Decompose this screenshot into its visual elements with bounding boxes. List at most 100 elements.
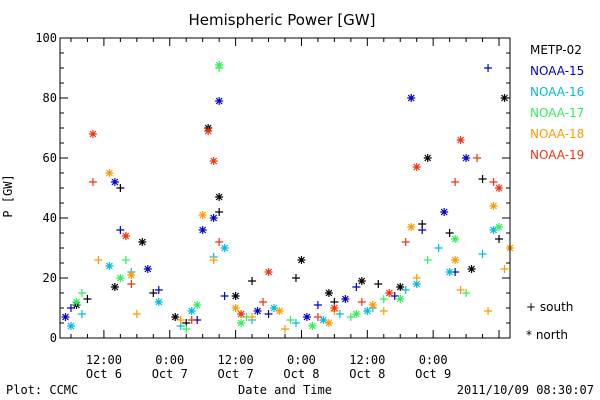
noaa-18-north-point <box>368 301 377 309</box>
x-tick-date-label: Oct 8 <box>349 367 385 381</box>
noaa-16-south-point <box>434 244 443 252</box>
x-tick-date-label: Oct 6 <box>86 367 122 381</box>
x-tick-date-label: Oct 7 <box>218 367 254 381</box>
noaa-15-north-point <box>215 97 224 105</box>
metp-02-north-point <box>396 283 405 291</box>
noaa-16-north-point <box>319 316 328 324</box>
noaa-15-south-point <box>116 226 125 234</box>
noaa-19-north-point <box>456 136 465 144</box>
y-axis: 0 20 40 60 80 100 <box>35 31 510 345</box>
noaa-16-north-point <box>412 280 421 288</box>
noaa-17-north-point <box>215 61 224 69</box>
noaa-19-south-point <box>357 298 366 306</box>
noaa-19-north-point <box>264 268 273 276</box>
metp-02-south-point <box>495 235 504 243</box>
noaa-15-south-point <box>352 283 361 291</box>
noaa-15-south-point <box>418 226 427 234</box>
metp-02-south-point <box>478 175 487 183</box>
noaa-18-south-point <box>484 307 493 315</box>
noaa-16-south-point <box>291 319 300 327</box>
chart-title: Hemispheric Power [GW] <box>189 11 376 29</box>
noaa-17-north-point <box>237 319 246 327</box>
metp-02-north-point <box>231 292 240 300</box>
x-tick-time-label: 0:00 <box>155 353 184 367</box>
noaa-19-south-point <box>127 280 136 288</box>
noaa-15-south-point <box>484 64 493 72</box>
noaa-16-north-point <box>66 322 75 330</box>
noaa-15-north-point <box>302 313 311 321</box>
noaa-19-north-point <box>237 310 246 318</box>
x-tick-date-label: Oct 8 <box>283 367 319 381</box>
noaa-19-south-point <box>313 313 322 321</box>
y-axis-label: P [GW] <box>1 174 15 217</box>
noaa-17-north-point <box>308 322 317 330</box>
noaa-17-north-point <box>116 274 125 282</box>
noaa-17-north-point <box>72 298 81 306</box>
x-tick-time-label: 12:00 <box>218 353 254 367</box>
noaa-15-north-point <box>462 154 471 162</box>
metp-02-north-point <box>110 283 119 291</box>
noaa-15-north-point <box>440 208 449 216</box>
y-tick-label: 20 <box>43 271 57 285</box>
noaa-18-south-point <box>412 274 421 282</box>
y-tick-label: 40 <box>43 211 57 225</box>
noaa-18-south-point <box>379 307 388 315</box>
noaa-19-south-point <box>451 178 460 186</box>
noaa-18-south-point <box>176 316 185 324</box>
noaa-18-south-point <box>94 256 103 264</box>
noaa-17-north-point <box>495 223 504 231</box>
data-points <box>61 61 514 333</box>
marker-legend-entry: + south <box>526 300 573 314</box>
x-axis-label: Date and Time <box>238 383 332 397</box>
noaa-17-south-point <box>423 256 432 264</box>
metp-02-south-point <box>374 280 383 288</box>
metp-02-north-point <box>324 289 333 297</box>
noaa-16-north-point <box>363 307 372 315</box>
noaa-19-south-point <box>215 238 224 246</box>
noaa-16-south-point <box>77 310 86 318</box>
x-tick-time-label: 12:00 <box>349 353 385 367</box>
metp-02-north-point <box>297 256 306 264</box>
noaa-19-north-point <box>330 304 339 312</box>
noaa-15-north-point <box>253 307 262 315</box>
metp-02-north-point <box>171 313 180 321</box>
noaa-15-north-point <box>61 313 70 321</box>
metp-02-south-point <box>291 274 300 282</box>
noaa-17-south-point <box>286 316 295 324</box>
noaa-15-north-point <box>198 226 207 234</box>
y-tick-label: 0 <box>50 331 57 345</box>
legend-entry: METP-02 <box>530 43 582 57</box>
metp-02-south-point <box>83 295 92 303</box>
x-tick-time-label: 12:00 <box>86 353 122 367</box>
y-tick-label: 100 <box>35 31 57 45</box>
plot-source: Plot: CCMC <box>6 383 78 397</box>
metp-02-south-point <box>116 184 125 192</box>
noaa-19-south-point <box>187 316 196 324</box>
noaa-16-north-point <box>445 268 454 276</box>
noaa-19-south-point <box>259 298 268 306</box>
noaa-17-north-point <box>451 235 460 243</box>
series-legend: METP-02 NOAA-15 NOAA-16 NOAA-17 NOAA-18 NOAA-… <box>530 43 584 162</box>
noaa-17-south-point <box>379 295 388 303</box>
metp-02-south-point <box>149 289 158 297</box>
noaa-18-north-point <box>127 271 136 279</box>
x-tick-time-label: 0:00 <box>419 353 448 367</box>
x-tick-date-label: Oct 7 <box>152 367 188 381</box>
noaa-16-south-point <box>478 250 487 258</box>
noaa-17-south-point <box>77 289 86 297</box>
y-tick-label: 60 <box>43 151 57 165</box>
metp-02-south-point <box>215 208 224 216</box>
x-tick-date-label: Oct 9 <box>415 367 451 381</box>
x-tick-time-label: 0:00 <box>287 353 316 367</box>
noaa-16-north-point <box>105 262 114 270</box>
metp-02-north-point <box>215 193 224 201</box>
noaa-15-south-point <box>313 301 322 309</box>
noaa-17-south-point <box>121 256 130 264</box>
noaa-18-north-point <box>275 307 284 315</box>
noaa-16-south-point <box>401 286 410 294</box>
noaa-15-north-point <box>407 94 416 102</box>
noaa-16-north-point <box>187 307 196 315</box>
noaa-18-south-point <box>456 286 465 294</box>
metp-02-north-point <box>138 238 147 246</box>
